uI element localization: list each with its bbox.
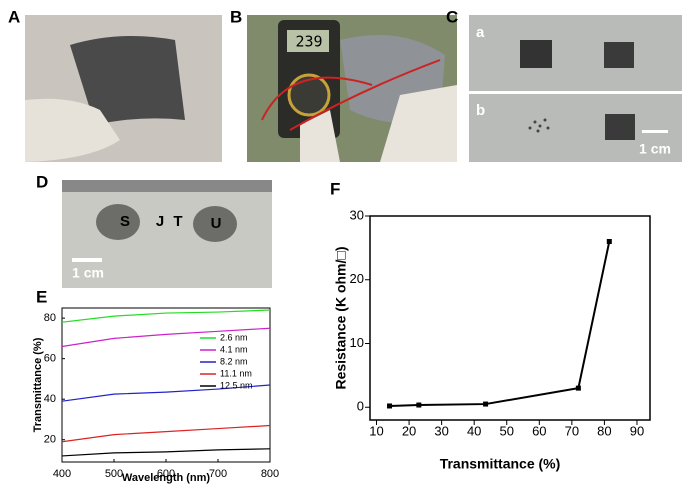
scale-label: 1 cm (639, 141, 671, 157)
x-tick-label: 60 (532, 423, 546, 438)
panel-label: F (330, 179, 340, 198)
x-tick-label: 70 (565, 423, 579, 438)
y-tick-label: 30 (350, 207, 364, 222)
x-tick-label: 400 (53, 468, 71, 480)
legend-label: 11.1 nm (220, 368, 252, 378)
data-line (389, 241, 611, 407)
marker (575, 385, 581, 391)
legend-label: 4.1 nm (220, 344, 248, 354)
data-line (61, 424, 271, 443)
y-tick-label: 0 (357, 399, 364, 414)
x-tick-label: 30 (434, 423, 448, 438)
x-tick-label: 40 (467, 423, 481, 438)
panel-label: D (36, 172, 48, 191)
x-tick-label: 50 (500, 423, 514, 438)
legend-label: 12.5 nm (220, 380, 253, 390)
legend-label: 8.2 nm (220, 356, 248, 366)
y-axis-label: Resistance (K ohm/□) (333, 246, 349, 389)
photo-d (62, 180, 272, 288)
y-tick-label: 80 (44, 312, 56, 324)
x-tick-label: 10 (369, 423, 383, 438)
letter: S (120, 213, 130, 230)
x-axis-label: Transmittance (%) (440, 456, 561, 472)
panel-labels: A B C D E F (8, 7, 458, 306)
marker (416, 402, 422, 408)
x-axis-label: Wavelength (nm) (122, 472, 211, 484)
y-tick-label: 40 (44, 393, 56, 405)
data-line (61, 384, 271, 402)
scale-label: 1 cm (72, 265, 104, 281)
sub-label: b (476, 102, 485, 119)
sub-label: a (476, 24, 485, 41)
y-tick-label: 60 (44, 353, 56, 365)
x-tick-label: 500 (105, 468, 123, 480)
photo-b (247, 15, 457, 162)
marker (606, 239, 612, 244)
x-tick-label: 600 (157, 468, 175, 480)
x-tick-label: 20 (402, 423, 416, 438)
letter: J (156, 213, 164, 230)
y-tick-label: 20 (44, 434, 56, 446)
data-line (61, 327, 271, 348)
data-line (61, 309, 271, 323)
x-tick-label: 80 (597, 423, 611, 438)
data-line (61, 448, 271, 457)
letter: U (211, 215, 222, 232)
meter-reading: 239 (295, 33, 322, 51)
photo-c (469, 15, 682, 162)
photo-a (25, 15, 222, 162)
y-tick-label: 20 (350, 271, 364, 286)
panel-label: B (230, 7, 242, 26)
y-axis-label: Transmittance (%) (32, 337, 44, 432)
panel-label: C (446, 7, 458, 26)
marker (387, 403, 393, 409)
marker (483, 401, 489, 407)
panel-label: E (36, 287, 47, 306)
y-tick-label: 10 (350, 335, 364, 350)
x-tick-label: 700 (209, 468, 227, 480)
legend-label: 2.6 nm (220, 332, 248, 342)
plot-frame (369, 215, 651, 421)
letter: T (173, 213, 182, 230)
x-tick-label: 800 (261, 468, 279, 480)
x-tick-label: 90 (630, 423, 644, 438)
panel-label: A (8, 7, 20, 26)
